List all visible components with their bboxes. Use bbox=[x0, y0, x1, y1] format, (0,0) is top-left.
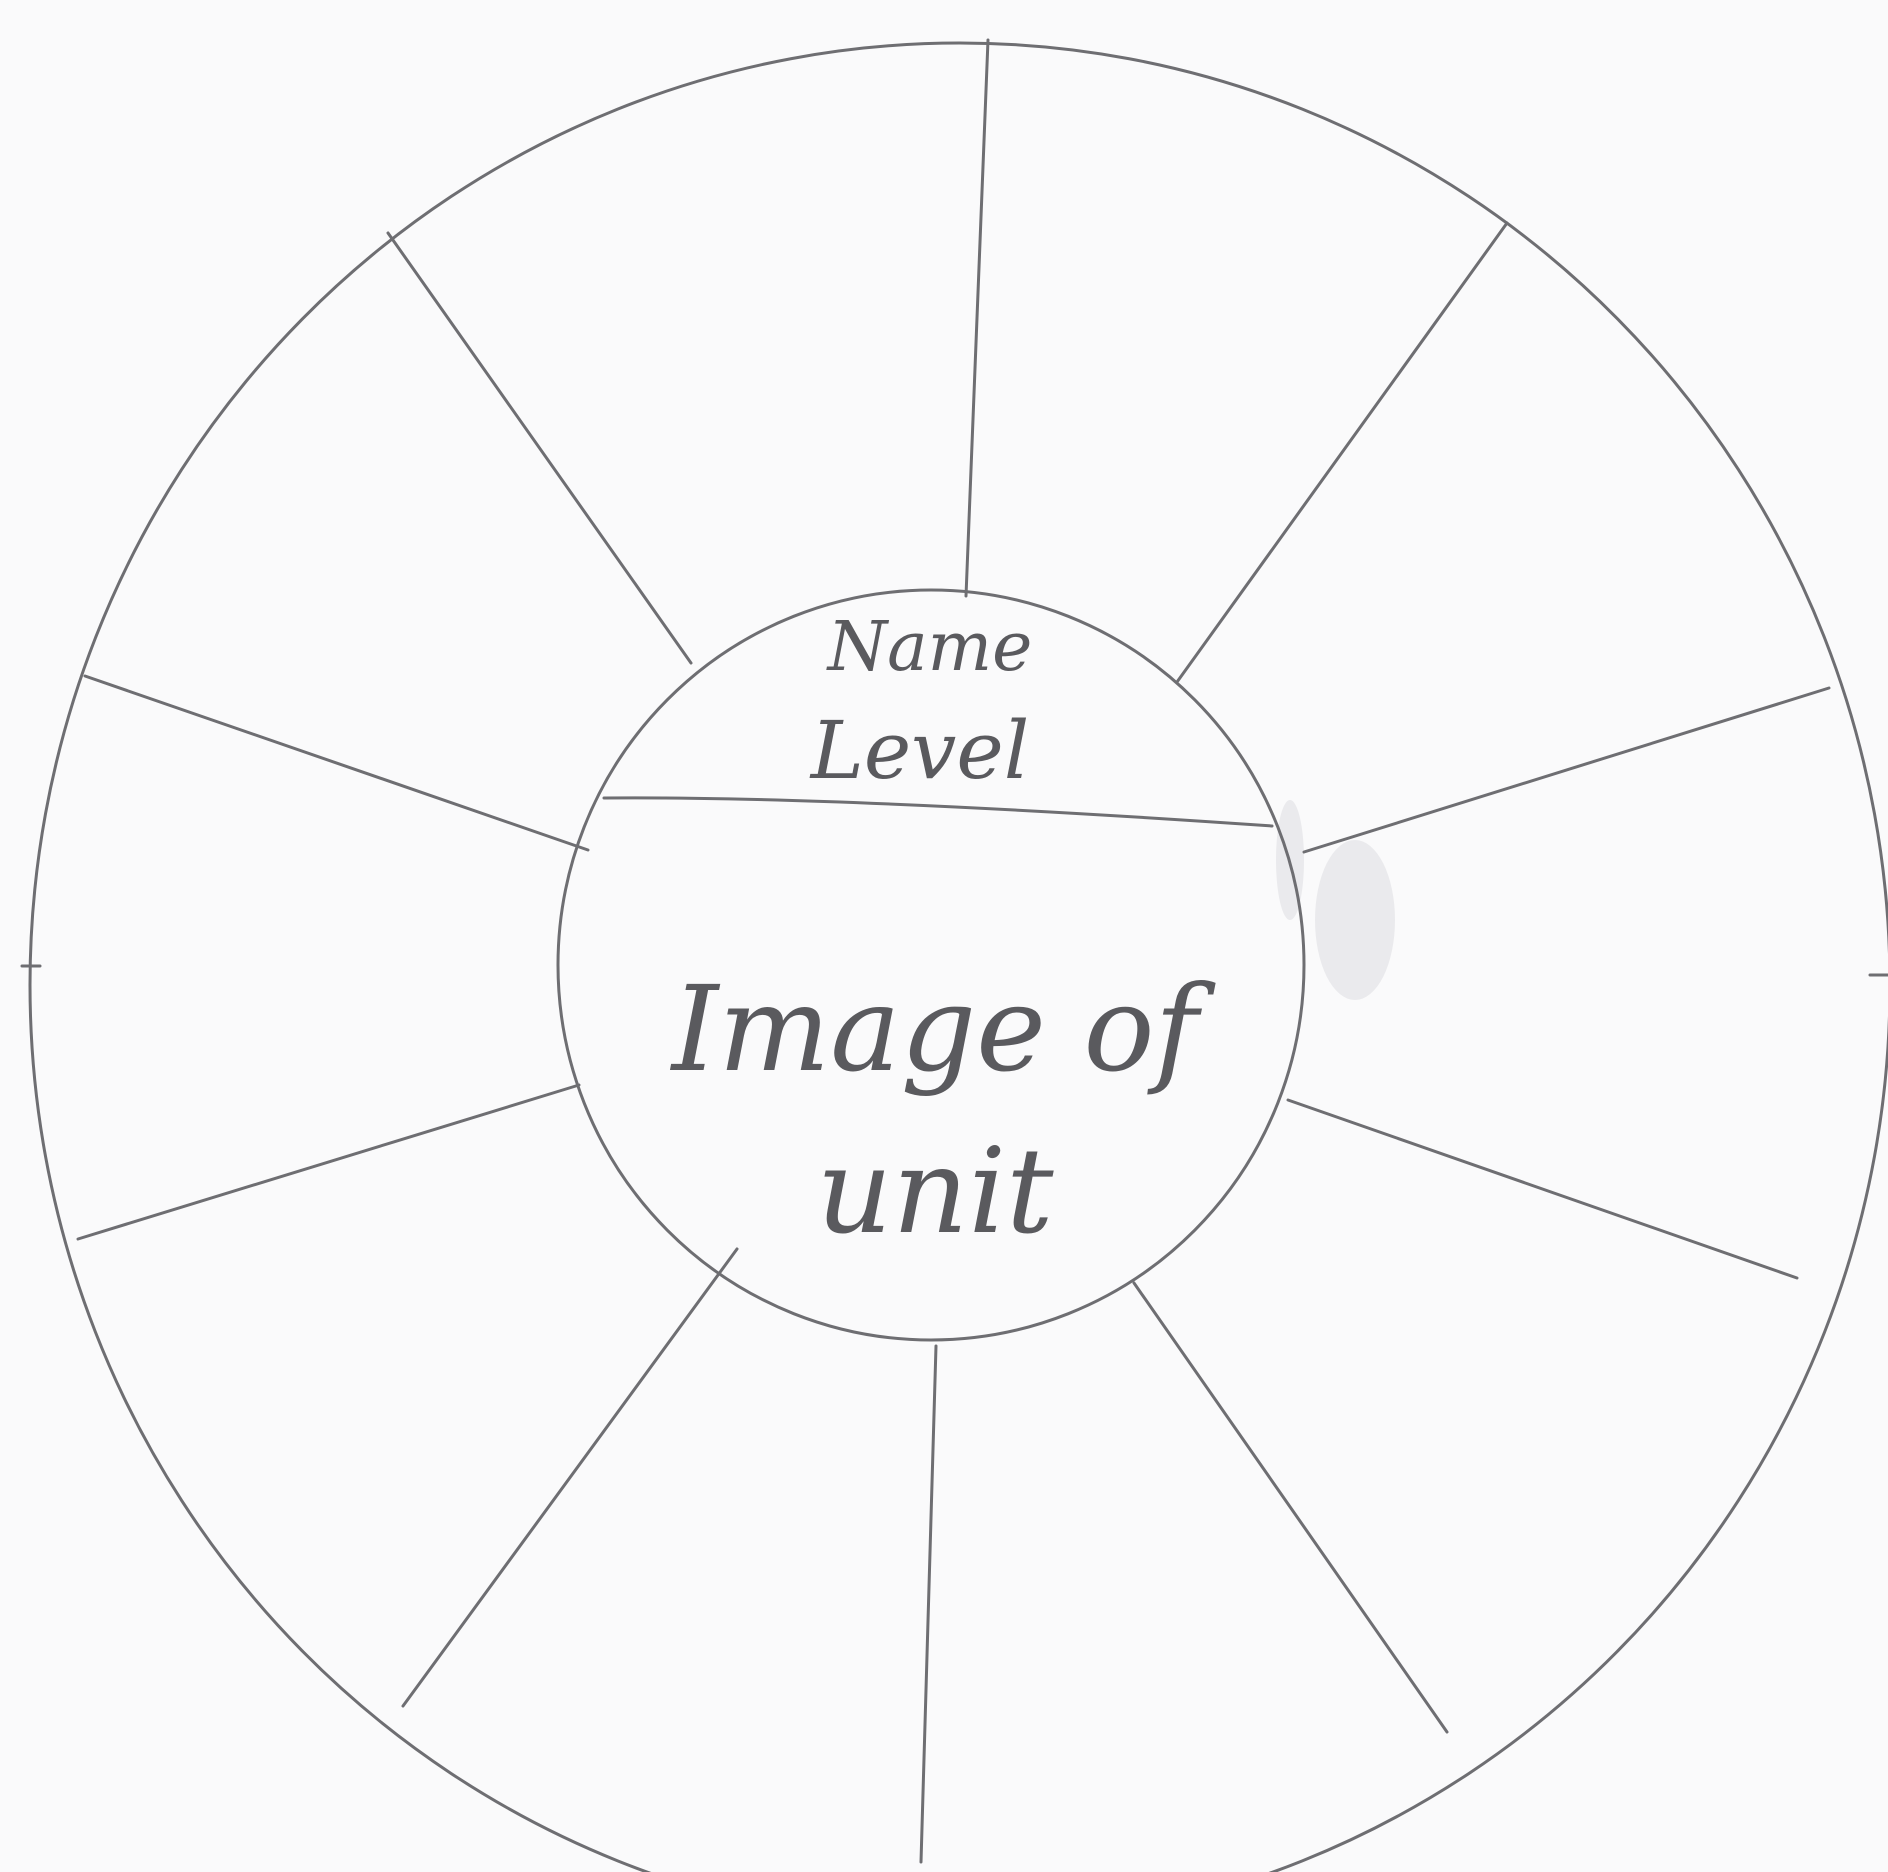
pencil-smudge bbox=[1315, 840, 1395, 1000]
spoke-line bbox=[1302, 686, 1831, 854]
spoke-line bbox=[1175, 221, 1509, 684]
spoke-line bbox=[1286, 1098, 1799, 1280]
spoke-line bbox=[401, 1247, 739, 1708]
image-label-line2: unit bbox=[816, 1122, 1054, 1260]
spoke-line bbox=[76, 1083, 581, 1241]
name-level-divider bbox=[602, 796, 1274, 828]
outer-circle bbox=[28, 41, 1888, 1872]
spoke-line bbox=[1132, 1281, 1449, 1734]
spoke-line bbox=[83, 674, 590, 852]
spoke-line bbox=[919, 1344, 938, 1864]
spoke-line bbox=[964, 38, 990, 598]
image-label-line1: Image of bbox=[670, 960, 1217, 1098]
name-label: Name bbox=[826, 608, 1033, 687]
spoke-line bbox=[386, 231, 693, 665]
inner-circle bbox=[556, 588, 1306, 1342]
level-label: Level bbox=[809, 704, 1030, 797]
